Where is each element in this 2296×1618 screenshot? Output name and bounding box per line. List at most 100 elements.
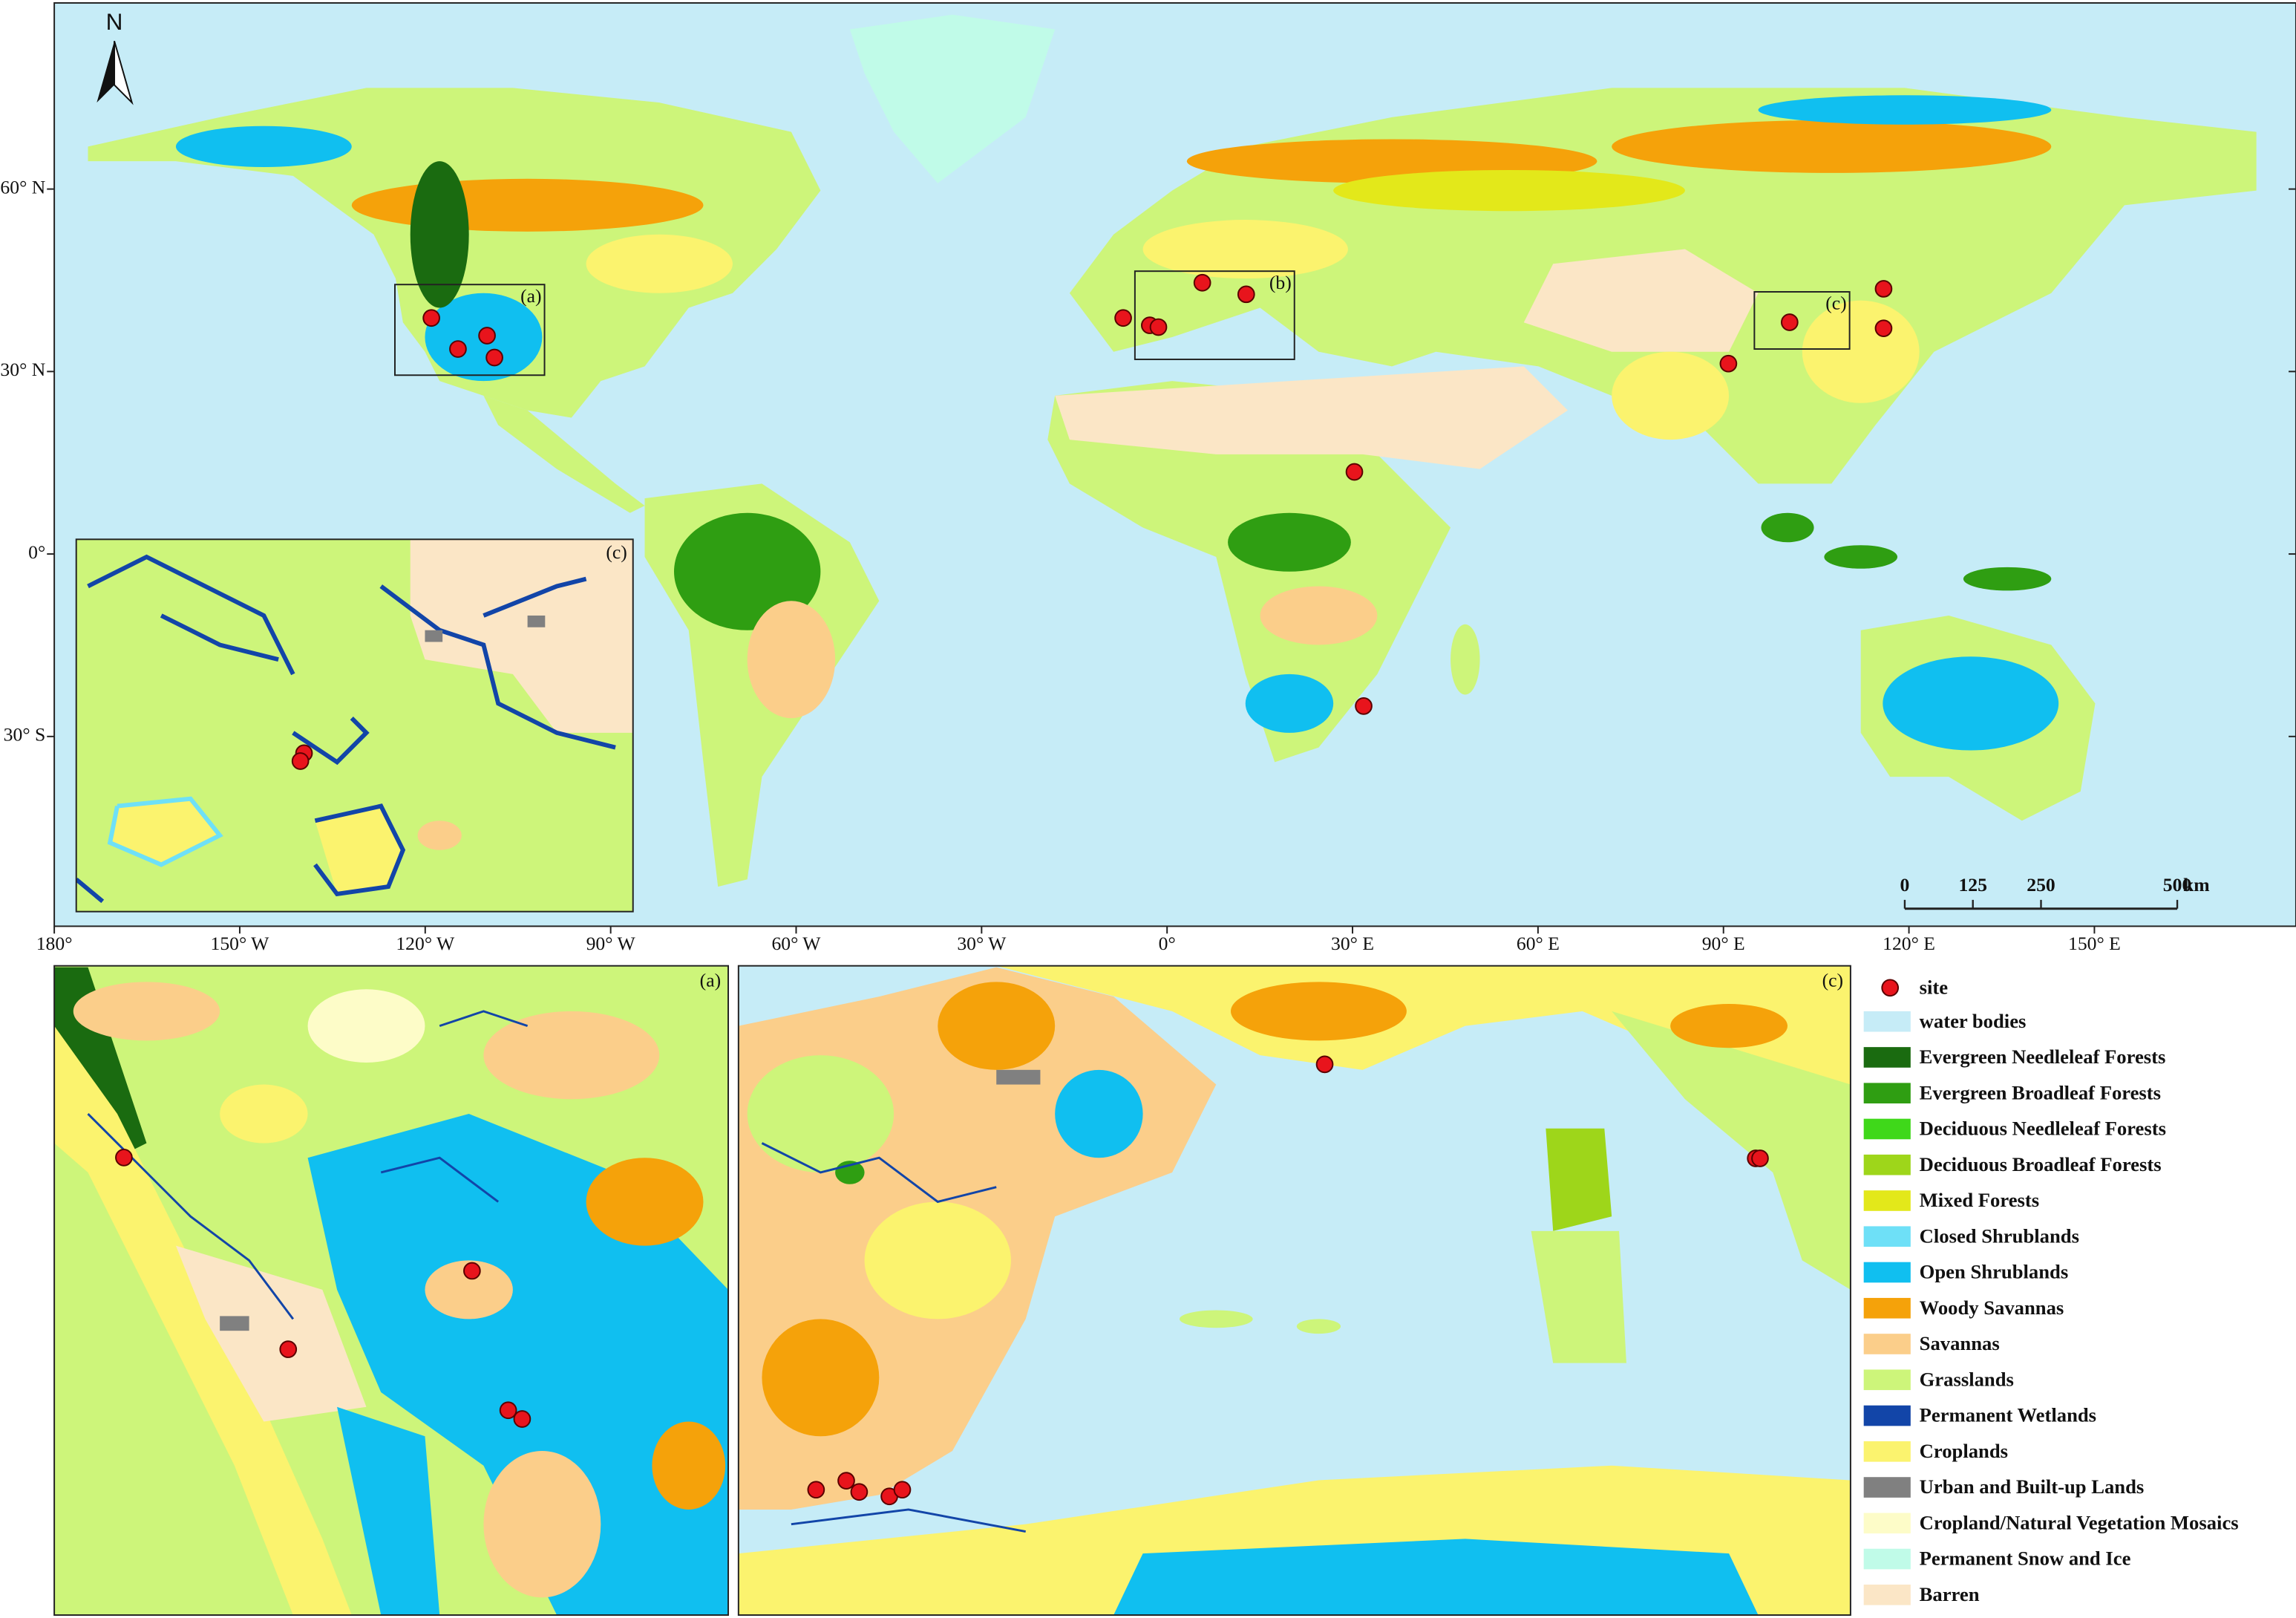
region-box [394,284,546,376]
ocean [2182,732,2296,927]
panel-label: (a) [700,969,721,991]
land-cover-patch [337,1406,440,1616]
wetland-edge [483,576,587,618]
site-marker [1345,463,1364,481]
land-cover-patch [1055,1069,1143,1158]
site-marker [1751,1149,1769,1167]
land-cover-patch [175,125,352,168]
land-cover-patch [1824,545,1898,569]
land-cover-patch [73,982,220,1041]
legend-swatch [1863,1226,1911,1247]
wetland-edge [439,1010,529,1028]
legend-swatch [1863,1011,1911,1032]
legend-swatch [1863,1262,1911,1283]
legend-label: Savannas [1920,1332,2000,1354]
site-marker [1237,285,1255,304]
wetland-edge [761,1142,997,1204]
land-cover-patch [1333,169,1685,212]
land-cover-patch [747,1055,894,1172]
wetland-edge [87,554,295,676]
site-marker [893,1481,912,1499]
land-cover-patch [652,1421,726,1510]
legend-swatch [1863,1334,1911,1354]
land-cover-patch [996,965,1851,1172]
land-cover-patch [351,178,704,232]
scale-bar-label: 250 [2027,874,2055,896]
legend-label: Barren [1920,1583,1980,1605]
map-frame [53,965,730,1617]
land-cover-patch [1531,1230,1626,1363]
site-marker [837,1472,855,1490]
legend-label: Evergreen Broadleaf Forests [1920,1081,2161,1103]
land-cover-patch [1228,512,1351,572]
site-marker [115,1149,133,1167]
land-cover-patch [1546,1128,1612,1231]
map-frame [75,538,634,913]
legend-swatch [1863,1190,1911,1211]
land-cover-patch [483,1450,601,1598]
legend-label: Mixed Forests [1920,1189,2039,1211]
legend-swatch [1863,1297,1911,1319]
land-cover-patch [938,982,1056,1070]
legend-label: Deciduous Needleleaf Forests [1920,1118,2166,1140]
y-tick-label: 30° N [0,359,45,380]
site-marker [499,1401,517,1420]
site-marker [279,1340,298,1358]
land-cover-patch [1670,1004,1788,1048]
panel-a [54,965,729,1616]
inset-c [76,539,633,912]
legend-label: Permanent Wetlands [1920,1404,2096,1426]
land-cover-patch [425,1260,513,1319]
y-tick-label: 60° N [0,176,45,198]
urban-patch [996,1069,1041,1085]
land-cover-patch [220,1084,308,1144]
site-marker [1874,280,1893,298]
x-tick-label: 0° [1159,933,1176,954]
land-cover-patch [1523,249,1759,352]
land-cover-patch [410,539,633,733]
urban-patch [527,615,546,627]
urban-patch [220,1316,249,1331]
legend-label: Closed Shrublands [1920,1224,2079,1247]
legend-label: Open Shrublands [1920,1261,2069,1283]
wetland-edge [380,1156,500,1203]
y-tick-label: 30° S [4,724,46,746]
x-tick-label: 180° [36,933,73,954]
site-marker [807,1481,825,1499]
north-arrow [114,40,134,105]
north-label: N [106,8,123,35]
legend-swatch [1863,1118,1911,1140]
x-tick-label: 30° E [1331,933,1374,954]
wetland-edge [76,877,105,904]
site-marker [1193,273,1211,292]
x-tick-label: 120° W [396,933,455,954]
site-marker [513,1410,532,1428]
scale-bar-unit: km [2183,874,2210,896]
land-cover-patch [410,161,469,308]
land-cover-patch [54,1025,352,1616]
land-cover-patch [1612,120,2052,173]
land-cover-patch [1113,1539,1759,1616]
legend-label: Urban and Built-up Lands [1920,1475,2145,1498]
land-cover-patch [1758,95,2052,125]
legend-label: Croplands [1920,1440,2008,1462]
wetland-edge [313,803,406,897]
legend-swatch [1863,1477,1911,1498]
wetland-edge [292,717,370,766]
land-cover-patch [1802,300,1920,403]
land-cover-patch [483,395,645,513]
x-tick-label: 60° E [1517,933,1560,954]
x-tick-label: 60° W [771,933,821,954]
region-box-label: (a) [520,285,541,307]
legend-label: Cropland/Natural Vegetation Mosaics [1920,1511,2239,1533]
urban-patch [425,630,443,642]
region-box-label: (b) [1269,272,1292,293]
panel-label: (c) [1822,969,1843,991]
wetland-edge [379,584,616,750]
wetland-edge [107,796,223,867]
legend-swatch [1863,1047,1911,1068]
wetland-edge [791,1508,1026,1533]
land-cover-patch [1260,586,1378,645]
land-cover-patch [1231,982,1407,1041]
